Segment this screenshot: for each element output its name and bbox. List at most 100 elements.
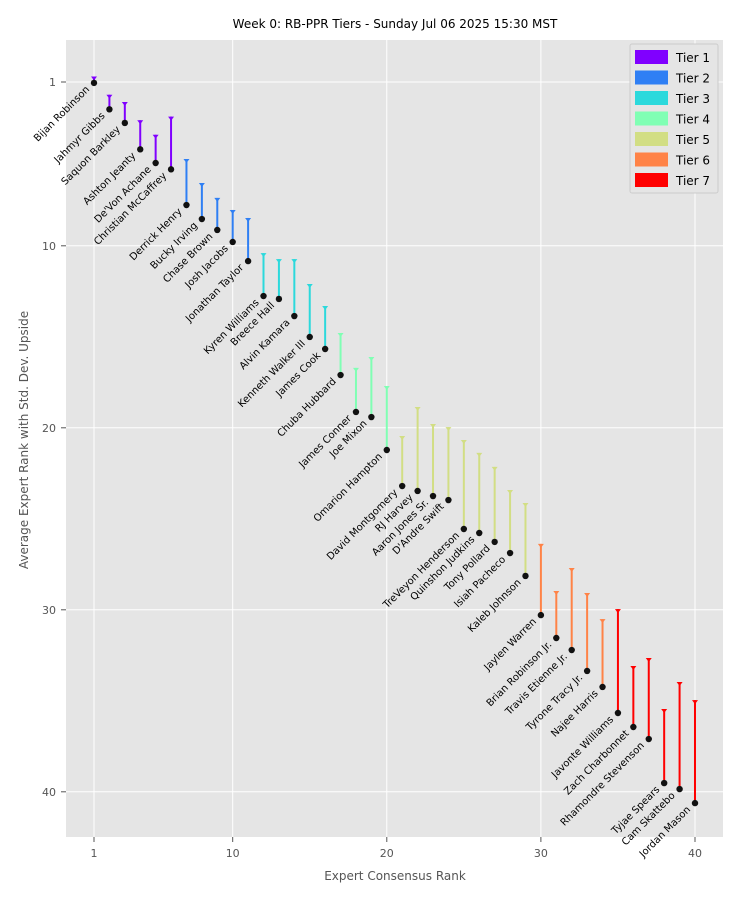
legend-label: Tier 5 [675, 133, 710, 147]
chart-title: Week 0: RB-PPR Tiers - Sunday Jul 06 202… [233, 17, 558, 31]
legend-swatch [635, 132, 668, 146]
avg-rank-dot [106, 106, 113, 113]
upside-cap [383, 385, 390, 390]
avg-rank-dot [445, 496, 452, 504]
x-axis-label: Expert Consensus Rank [324, 869, 466, 883]
legend-label: Tier 7 [675, 174, 710, 188]
upside-cap [168, 116, 175, 121]
upside-cap [553, 591, 560, 596]
upside-cap [537, 543, 544, 548]
avg-rank-dot [691, 799, 699, 807]
upside-cap [137, 120, 144, 125]
y-tick-label: 30 [42, 604, 56, 617]
upside-cap [661, 708, 668, 713]
avg-rank-dot [368, 413, 375, 421]
avg-rank-dot [198, 215, 206, 223]
avg-rank-dot [167, 166, 175, 173]
legend-label: Tier 1 [675, 51, 710, 65]
x-tick-label: 1 [91, 847, 98, 860]
upside-cap [507, 490, 514, 495]
avg-rank-dot [291, 312, 298, 320]
legend: Tier 1 Tier 2 Tier 3 Tier 4 Tier 5 Tier 6 Tier… [629, 43, 719, 194]
upside-cap [414, 407, 421, 412]
avg-rank-dot [214, 226, 221, 234]
avg-rank-dot [414, 487, 421, 495]
avg-rank-dot [306, 333, 313, 341]
upside-cap [322, 306, 329, 311]
upside-cap [245, 217, 252, 222]
x-tick-label: 40 [688, 847, 702, 860]
avg-rank-dot [491, 538, 498, 546]
upside-cap [584, 593, 591, 598]
upside-cap [214, 197, 221, 202]
upside-cap [337, 332, 344, 337]
avg-rank-dot [152, 159, 159, 167]
upside-cap [306, 284, 313, 289]
upside-cap [491, 466, 498, 471]
upside-cap [229, 209, 236, 214]
avg-rank-dot [583, 667, 591, 675]
x-tick-label: 30 [534, 847, 548, 860]
upside-cap [630, 666, 637, 671]
grid [66, 40, 723, 837]
upside-cap [291, 259, 298, 264]
upside-cap [275, 259, 282, 264]
legend-swatch [635, 111, 668, 126]
upside-cap [368, 357, 375, 362]
upside-cap [614, 609, 621, 614]
avg-rank-dot [352, 408, 360, 416]
x-tick-label: 10 [226, 847, 240, 860]
avg-rank-dot [537, 611, 545, 619]
avg-rank-dot [183, 201, 190, 209]
legend-swatch [635, 70, 668, 85]
avg-rank-dot [676, 785, 683, 793]
upside-cap [645, 658, 652, 663]
avg-rank-dot [260, 292, 267, 300]
upside-cap [568, 567, 575, 572]
avg-rank-dot [121, 119, 129, 127]
avg-rank-dot [660, 779, 668, 787]
avg-rank-dot [321, 345, 329, 353]
upside-cap [91, 76, 97, 81]
avg-rank-dot [568, 646, 575, 654]
avg-rank-dot [476, 529, 483, 537]
avg-rank-dot [137, 146, 144, 153]
y-tick-label: 40 [42, 786, 56, 799]
legend-label: Tier 4 [675, 113, 710, 127]
y-axis-label: Average Expert Rank with Std. Dev. Upsid… [17, 311, 31, 569]
upside-cap [121, 102, 128, 107]
avg-rank-dot [599, 683, 606, 691]
upside-cap [198, 183, 205, 188]
avg-rank-dot [429, 492, 437, 500]
upside-cap [445, 427, 452, 432]
upside-cap [399, 435, 406, 440]
legend-swatch [635, 152, 668, 167]
avg-rank-dot [630, 723, 637, 731]
legend-label: Tier 2 [675, 72, 710, 86]
avg-rank-dot [229, 238, 236, 246]
avg-rank-dot [244, 257, 252, 265]
upside-cap [106, 94, 113, 99]
upside-cap [599, 619, 606, 624]
avg-rank-dot [90, 79, 98, 87]
y-tick-label: 10 [42, 240, 56, 253]
upside-cap [260, 253, 267, 258]
legend-swatch [635, 91, 668, 105]
x-tick-label: 20 [380, 847, 394, 860]
avg-rank-dot [645, 735, 652, 743]
upside-cap [152, 134, 159, 139]
avg-rank-dot [460, 525, 468, 533]
y-tick-label: 1 [49, 76, 56, 89]
upside-cap [430, 423, 437, 428]
y-tick-label: 20 [42, 422, 56, 435]
avg-rank-dot [337, 371, 344, 379]
avg-rank-dot [553, 634, 560, 642]
upside-cap [352, 367, 359, 372]
ticks: 1 10 20 30 40 1 10 20 30 40 [42, 76, 702, 860]
legend-label: Tier 3 [675, 92, 710, 106]
upside-cap [522, 502, 529, 507]
avg-rank-dot [614, 709, 622, 717]
upside-cap [476, 452, 483, 457]
avg-rank-dot [506, 549, 514, 557]
